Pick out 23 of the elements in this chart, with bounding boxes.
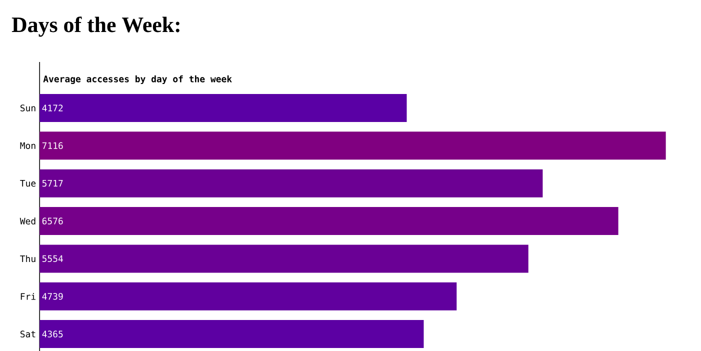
y-tick-label: Thu [20,255,36,262]
data-label: 5717 [42,180,63,187]
data-label: 5554 [42,255,63,262]
bar [40,244,528,273]
text: Average accesses by day of the week [43,75,232,84]
y-tick-label: Wed [20,218,36,224]
y-tick-label: Sun [20,104,36,112]
data-label: 6576 [42,218,63,224]
bar [40,169,543,198]
bar [40,207,618,236]
data-label: 7116 [42,142,63,150]
bar [40,132,666,160]
bar [40,94,407,122]
y-tick-label: Fri [20,292,36,300]
data-label: 4365 [42,330,63,338]
y-tick-label: Sat [20,330,36,338]
chart-title: Days of the Week: [12,16,180,37]
data-label: 4172 [42,104,63,112]
y-tick-label: Mon [20,142,36,149]
bar [40,282,457,310]
data-label: 4739 [42,292,63,300]
bar [40,320,424,348]
y-tick-label: Tue [20,180,36,187]
